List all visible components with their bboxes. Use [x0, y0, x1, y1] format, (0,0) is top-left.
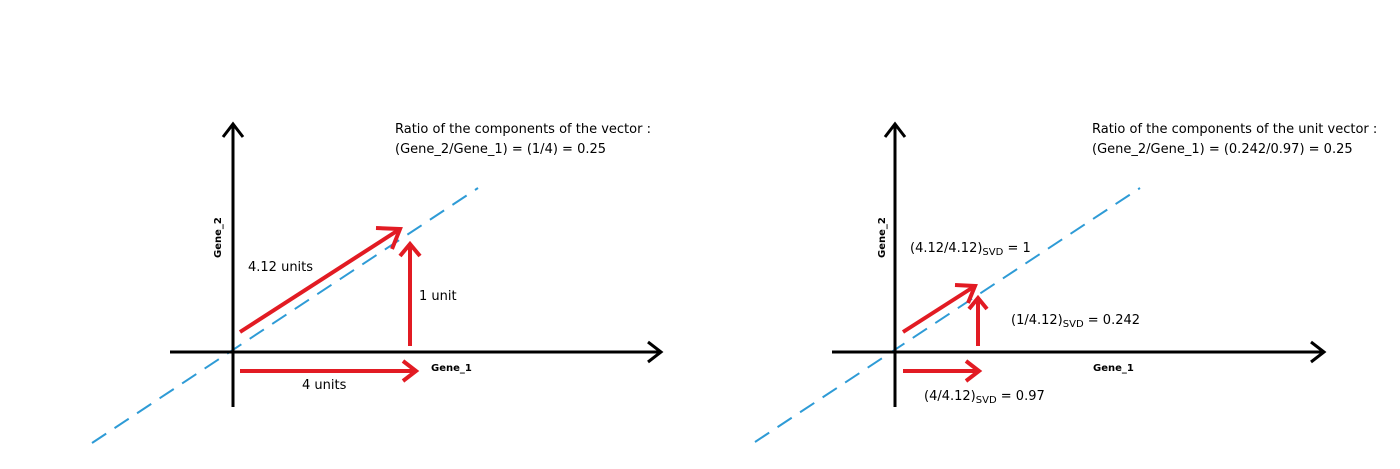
right-horizontal-label: (4/4.12)SVD = 0.97 [924, 389, 1045, 406]
right-panel: Ratio of the components of the unit vect… [754, 121, 1377, 443]
right-vertical-label-rest: = 0.242 [1084, 313, 1140, 328]
right-vertical-arrowhead [967, 294, 989, 311]
left-vector-arrow [238, 227, 402, 334]
left-dashed-line [91, 187, 479, 444]
left-title-line2: (Gene_2/Gene_1) = (1/4) = 0.25 [395, 142, 606, 157]
left-horizontal-label: 4 units [302, 378, 347, 393]
right-vertical-label-main: (1/4.12) [1011, 313, 1063, 328]
right-title-line2: (Gene_2/Gene_1) = (0.242/0.97) = 0.25 [1092, 142, 1353, 157]
right-horizontal-label-sub: SVD [976, 395, 997, 406]
right-vector-arrowhead [954, 283, 978, 304]
right-horizontal-label-rest: = 0.97 [997, 389, 1045, 404]
right-x-axis-label: Gene_1 [1093, 363, 1134, 374]
right-vertical-label: (1/4.12)SVD = 0.242 [1011, 313, 1140, 330]
left-vector-arrowhead [375, 226, 403, 250]
right-vector-label-sub: SVD [982, 247, 1003, 258]
left-vertical-label: 1 unit [419, 289, 457, 304]
right-vector-label: (4.12/4.12)SVD = 1 [910, 241, 1031, 258]
left-y-axis-label: Gene_2 [213, 217, 224, 258]
left-panel: Ratio of the components of the vector : … [91, 121, 664, 444]
left-vector-label: 4.12 units [248, 260, 313, 275]
right-vector-label-main: (4.12/4.12) [910, 241, 982, 256]
right-vector-label-rest: = 1 [1003, 241, 1030, 256]
right-horizontal-label-main: (4/4.12) [924, 389, 976, 404]
right-y-axis-label: Gene_2 [877, 217, 888, 258]
right-vertical-label-sub: SVD [1063, 319, 1084, 330]
right-x-axis-arrowhead [1310, 340, 1327, 364]
right-vector-arrow [901, 284, 977, 334]
left-x-axis-label: Gene_1 [431, 363, 472, 374]
left-horizontal-arrowhead [401, 359, 420, 383]
left-x-axis-arrowhead [647, 340, 664, 364]
left-vertical-arrowhead [398, 240, 422, 258]
right-title-line1: Ratio of the components of the unit vect… [1092, 122, 1377, 137]
left-title-line1: Ratio of the components of the vector : [395, 122, 651, 137]
right-horizontal-arrowhead [964, 359, 983, 383]
right-y-axis-arrowhead [883, 121, 907, 138]
right-dashed-line [754, 187, 1141, 443]
left-y-axis-arrowhead [221, 121, 245, 138]
